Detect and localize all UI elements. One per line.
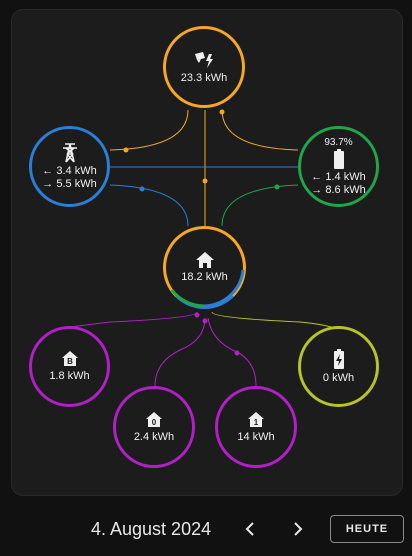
solar-node[interactable]: 23.3 kWh (163, 26, 245, 108)
grid-import: ← 3.4 kWh (42, 164, 97, 177)
battery-node[interactable]: 93.7% ← 1.4 kWh → 8.6 kWh (298, 126, 379, 207)
transmission-tower-icon (62, 142, 77, 163)
solar-value: 23.3 kWh (180, 71, 228, 84)
flow-home-to-device-d (154, 317, 206, 387)
flow-dot (123, 147, 129, 153)
home-letter-d-icon: 0 (146, 411, 162, 427)
svg-text:0: 0 (152, 418, 157, 427)
current-date: 4. August 2024 (91, 519, 212, 539)
home-node[interactable]: 18.2 kWh (163, 226, 246, 309)
today-button[interactable]: HEUTE (330, 515, 404, 543)
device-node-battery[interactable]: 0 kWh (298, 326, 379, 407)
flow-dot (234, 350, 240, 356)
flow-solar-to-battery (221, 109, 299, 151)
flow-dot (219, 109, 225, 115)
chevron-right-icon (294, 522, 303, 536)
previous-period-button[interactable] (238, 517, 262, 541)
battery-out: → 8.6 kWh (311, 184, 366, 196)
flow-dot (202, 178, 208, 184)
flow-dot (194, 312, 200, 318)
flow-battery-to-home (221, 184, 299, 227)
flow-solar-to-grid (109, 109, 189, 151)
flow-grid-to-home (109, 184, 189, 227)
home-icon (195, 252, 214, 268)
next-period-button[interactable] (286, 517, 310, 541)
device-node-1[interactable]: 1 14 kWh (215, 386, 297, 468)
grid-node[interactable]: ← 3.4 kWh → 5.5 kWh (29, 126, 110, 207)
home-number-1-icon: 1 (248, 411, 264, 427)
device-node-d[interactable]: 0 2.4 kWh (113, 386, 195, 468)
grid-export: → 5.5 kWh (42, 177, 97, 190)
chevron-left-icon (245, 522, 254, 536)
flow-home-to-device-1 (207, 317, 257, 387)
battery-icon (333, 149, 344, 169)
home-value: 18.2 kWh (181, 271, 228, 283)
home-letter-b-icon: B (61, 351, 78, 366)
solar-power-icon (195, 51, 213, 68)
flow-dot (139, 186, 145, 192)
flow-dot (274, 184, 280, 190)
flow-dot (202, 318, 208, 324)
device-battery-value: 0 kWh (322, 371, 355, 384)
device-1-value: 14 kWh (237, 430, 275, 443)
battery-charging-icon (333, 348, 344, 369)
svg-text:B: B (67, 357, 73, 366)
battery-in: ← 1.4 kWh (311, 171, 366, 183)
battery-percent: 93.7% (324, 137, 353, 148)
device-node-b[interactable]: B 1.8 kWh (29, 326, 110, 407)
flow-home-to-device-b (69, 311, 198, 328)
date-navigation-bar: 4. August 2024 HEUTE (0, 505, 412, 556)
svg-text:1: 1 (254, 418, 259, 427)
device-d-value: 2.4 kWh (133, 430, 175, 443)
device-b-value: 1.8 kWh (49, 370, 90, 382)
flow-home-to-device-battery (211, 311, 340, 331)
